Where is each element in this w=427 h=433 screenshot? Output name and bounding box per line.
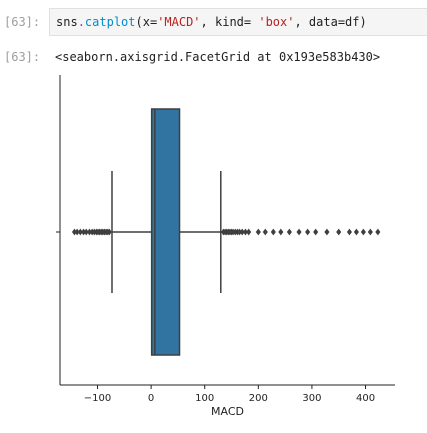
code-token-sep1: , kind= bbox=[200, 15, 259, 29]
code-token-function: catplot bbox=[84, 15, 136, 29]
code-token-object: sns bbox=[56, 15, 78, 29]
outlier-point bbox=[278, 228, 284, 236]
outlier-point bbox=[367, 228, 373, 236]
x-tick-label: −100 bbox=[84, 393, 111, 404]
x-tick-label: 300 bbox=[302, 393, 321, 404]
x-tick-label: 0 bbox=[148, 393, 154, 404]
outlier-point bbox=[106, 228, 112, 236]
outlier-point bbox=[346, 228, 352, 236]
outlier-point bbox=[336, 228, 342, 236]
chart-marks bbox=[71, 108, 381, 356]
outlier-point bbox=[324, 228, 330, 236]
outlier-point bbox=[74, 228, 80, 236]
outlier-point bbox=[246, 228, 252, 236]
outlier-point bbox=[77, 228, 83, 236]
outlier-point bbox=[353, 228, 359, 236]
code-token-x-value: 'MACD' bbox=[157, 15, 201, 29]
outlier-point bbox=[360, 228, 366, 236]
code-token-kind-value: 'box' bbox=[258, 15, 295, 29]
outlier-point bbox=[239, 228, 245, 236]
outlier-point bbox=[296, 228, 302, 236]
outlier-point bbox=[81, 228, 87, 236]
code-token-open: (x= bbox=[135, 15, 158, 29]
outlier-point bbox=[237, 228, 243, 236]
outlier-point bbox=[83, 228, 89, 236]
input-prompt: [63]: bbox=[4, 15, 41, 29]
code-token-sep2: , data=df) bbox=[294, 15, 367, 29]
outlier-point bbox=[270, 228, 276, 236]
x-axis-label: MACD bbox=[211, 405, 244, 418]
code-token-dot: . bbox=[77, 15, 85, 29]
outlier-point bbox=[86, 228, 93, 236]
outlier-point bbox=[262, 228, 268, 236]
outlier-point bbox=[71, 228, 78, 236]
x-tick-label: 200 bbox=[249, 393, 268, 404]
iqr-box bbox=[150, 108, 181, 356]
output-repr: <seaborn.axisgrid.FacetGrid at 0x193e583… bbox=[55, 50, 381, 64]
code-line: sns.catplot(x='MACD', kind= 'box', data=… bbox=[56, 15, 367, 29]
box-plot-chart: −100 0 100 200 300 400 MACD bbox=[56, 75, 395, 418]
outlier-point bbox=[375, 228, 381, 236]
code-input-cell[interactable]: sns.catplot(x='MACD', kind= 'box', data=… bbox=[49, 8, 427, 36]
x-tick-label: 100 bbox=[195, 393, 214, 404]
output-prompt: [63]: bbox=[4, 50, 41, 64]
outlier-point bbox=[286, 228, 292, 236]
outlier-point bbox=[242, 228, 249, 236]
outlier-point bbox=[305, 228, 311, 236]
outlier-point bbox=[255, 228, 261, 236]
x-tick-label: 400 bbox=[356, 393, 375, 404]
outlier-point bbox=[313, 228, 319, 236]
chart-axes: −100 0 100 200 300 400 bbox=[56, 75, 395, 404]
